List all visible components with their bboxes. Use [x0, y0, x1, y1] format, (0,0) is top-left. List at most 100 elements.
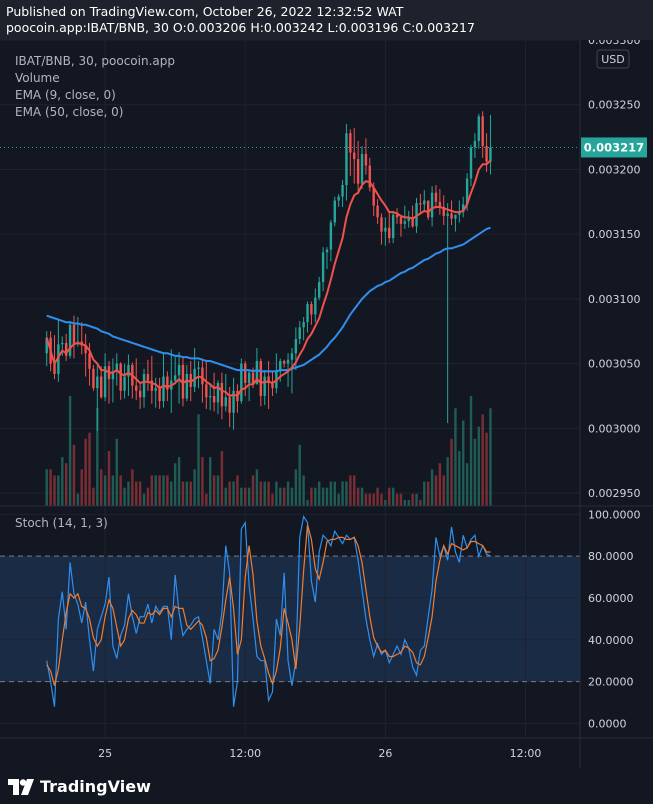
- candle-body: [166, 376, 169, 390]
- candle: [469, 144, 473, 187]
- candle: [384, 217, 387, 246]
- candle-body: [53, 363, 56, 374]
- volume-bar: [212, 475, 216, 506]
- candle: [481, 111, 484, 158]
- page-header: Published on TradingView.com, October 26…: [0, 0, 653, 40]
- volume-bar: [232, 481, 235, 506]
- volume-bar: [290, 487, 294, 506]
- candle-body: [485, 146, 488, 162]
- candle: [395, 208, 399, 224]
- candle-body: [454, 214, 457, 219]
- volume-bar: [88, 432, 91, 506]
- candle-body: [228, 397, 231, 413]
- candle: [290, 348, 294, 394]
- candle: [53, 335, 56, 380]
- candle-body: [173, 375, 177, 381]
- candle: [423, 190, 426, 213]
- candle-body: [244, 363, 247, 384]
- candle: [376, 199, 379, 224]
- volume-bar: [64, 463, 68, 506]
- volume-bar: [458, 451, 461, 506]
- candle-body: [364, 153, 368, 166]
- candle-body: [306, 304, 309, 323]
- volume-bar: [298, 444, 301, 506]
- volume-bar: [333, 481, 336, 506]
- candlesticks: [45, 111, 492, 431]
- candle-body: [64, 342, 68, 356]
- chart-canvas[interactable]: 0.003300 0.003250 0.003200 0.003150 0.003100…: [0, 40, 653, 768]
- volume-bar: [92, 487, 95, 506]
- candle-body: [103, 366, 107, 398]
- volume-bar: [107, 451, 111, 506]
- volume-bar: [282, 487, 286, 506]
- volume-bars: [45, 396, 492, 506]
- candle: [240, 358, 243, 404]
- price-tick-label: 0.003100: [588, 293, 641, 306]
- candle-body: [465, 178, 469, 205]
- ohlc-line: poocoin.app:IBAT/BNB, 30 O:0.003206 H:0.…: [6, 20, 475, 35]
- volume-bar: [376, 487, 379, 506]
- volume-bar: [271, 493, 274, 506]
- volume-bar: [173, 463, 177, 506]
- candle-body: [96, 376, 99, 389]
- candle-body: [446, 213, 449, 217]
- candle: [61, 336, 64, 356]
- volume-bar: [349, 475, 352, 506]
- candle-body: [271, 383, 274, 389]
- candle-body: [251, 372, 255, 385]
- candle: [360, 146, 364, 189]
- volume-bar: [208, 457, 212, 506]
- volume-bar: [80, 469, 83, 506]
- candle-body: [458, 212, 461, 215]
- candle-body: [419, 203, 422, 205]
- volume-bar: [119, 475, 122, 506]
- candle-body: [407, 217, 410, 222]
- candle-body: [100, 376, 103, 398]
- candle: [100, 366, 103, 399]
- candle: [391, 210, 395, 244]
- candle-body: [115, 363, 118, 372]
- volume-bar: [53, 475, 56, 506]
- stoch-axis[interactable]: 100.0000 80.0000 60.0000 40.0000 20.0000 0.00…: [588, 508, 641, 730]
- candle-body: [135, 385, 138, 391]
- tradingview-brand[interactable]: TradingView: [8, 777, 151, 796]
- candle-body: [368, 165, 372, 188]
- candle-body: [423, 200, 426, 205]
- candle: [446, 203, 449, 424]
- volume-bar: [220, 451, 224, 506]
- candle: [388, 212, 391, 244]
- candle-body: [61, 342, 64, 345]
- stoch-d-line: [46, 524, 491, 686]
- candle-body: [259, 361, 263, 396]
- volume-bar: [131, 469, 134, 506]
- volume-bar: [360, 487, 364, 506]
- candle-body: [477, 116, 480, 141]
- volume-bar: [166, 475, 169, 506]
- time-axis[interactable]: 25 12:00 26 12:00: [98, 747, 541, 760]
- candle: [232, 377, 235, 430]
- candle-body: [356, 159, 360, 184]
- candle: [485, 133, 488, 173]
- candle-body: [162, 376, 165, 402]
- price-axis[interactable]: 0.003300 0.003250 0.003200 0.003150 0.003100…: [588, 40, 641, 500]
- candle-body: [391, 214, 395, 239]
- candle: [45, 331, 48, 367]
- candle: [84, 333, 87, 377]
- candle: [142, 368, 146, 408]
- candle-body: [72, 324, 76, 345]
- volume-bar: [314, 487, 317, 506]
- candle: [123, 363, 126, 399]
- candle-body: [298, 327, 301, 340]
- footer: TradingView: [0, 768, 653, 804]
- candle: [205, 359, 208, 409]
- candle: [201, 359, 204, 403]
- currency-button-frame: [596, 49, 630, 69]
- volume-bar: [372, 493, 375, 506]
- currency-button[interactable]: USD: [596, 49, 630, 69]
- stoch-k-line: [46, 514, 491, 707]
- candle-body: [247, 372, 251, 384]
- volume-bar: [251, 475, 255, 506]
- candle: [368, 157, 372, 192]
- volume-bar: [294, 469, 298, 506]
- last-price-bg: [581, 137, 647, 158]
